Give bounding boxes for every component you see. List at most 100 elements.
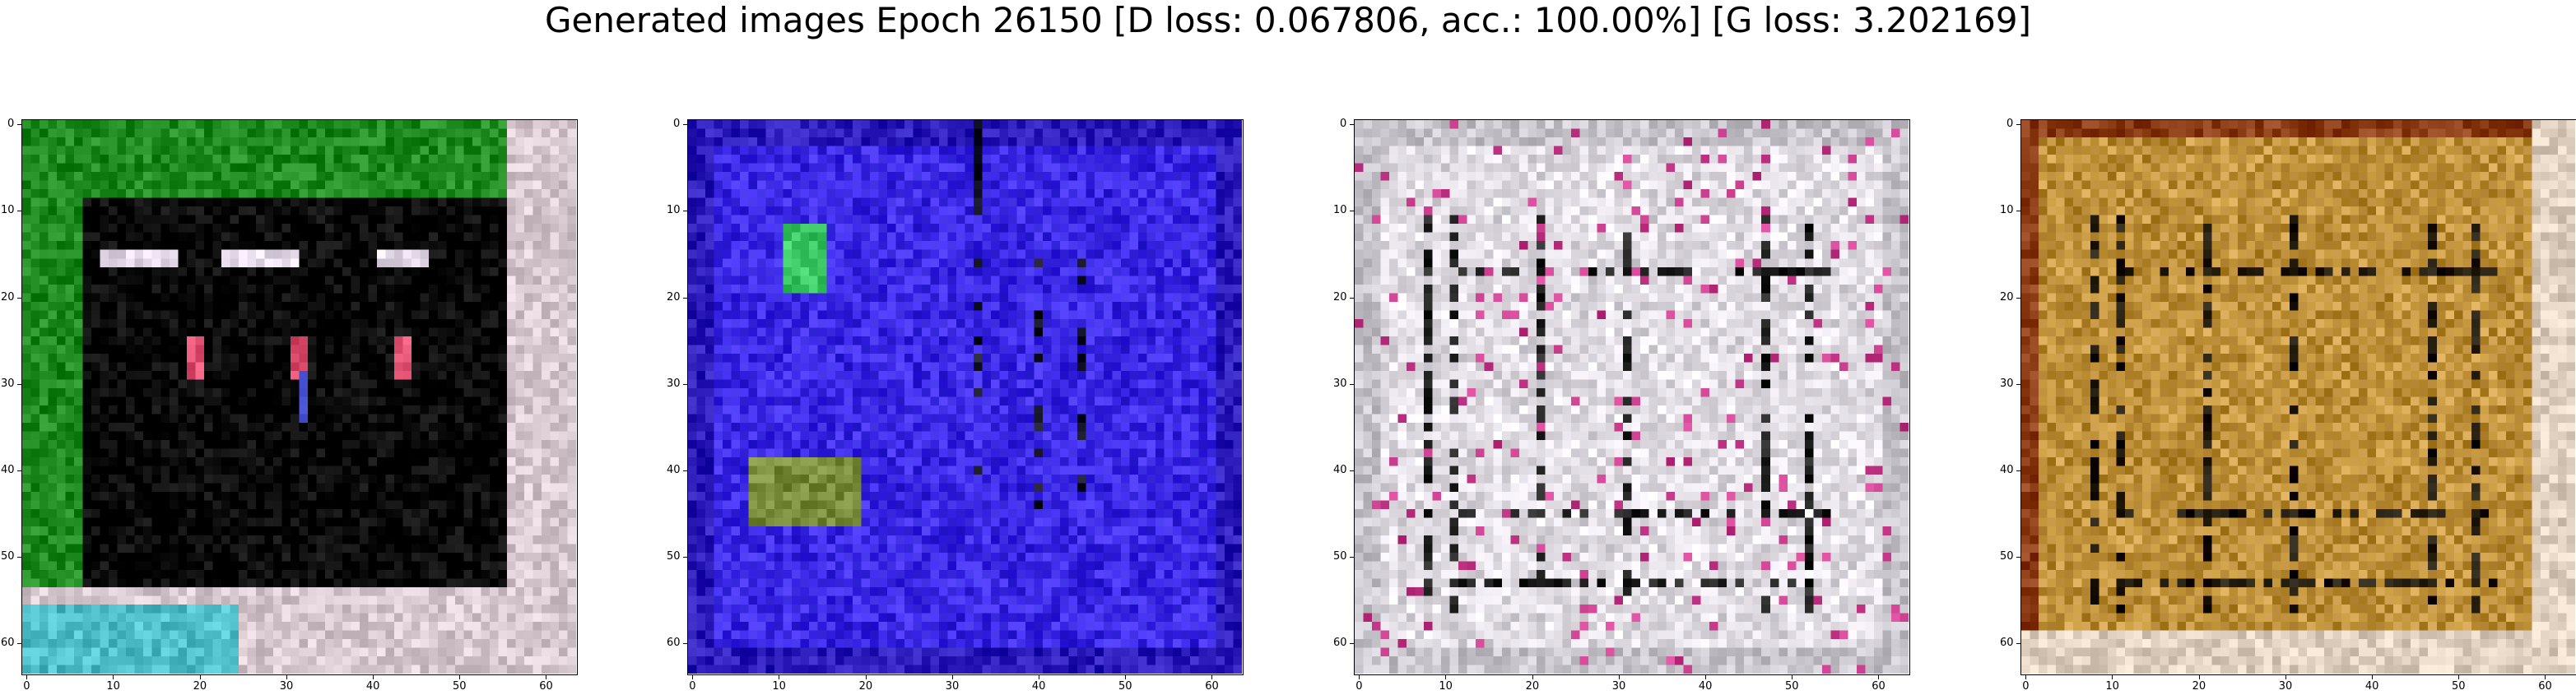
y-tick-label: 20 bbox=[1333, 290, 1347, 303]
x-tick-label: 50 bbox=[453, 680, 467, 693]
y-tick-mark bbox=[17, 297, 22, 299]
x-tick-label: 30 bbox=[1611, 680, 1626, 693]
x-tick-mark bbox=[2112, 674, 2113, 679]
y-tick-label: 40 bbox=[667, 463, 681, 476]
y-tick-label: 0 bbox=[673, 118, 681, 131]
figure-title: Generated images Epoch 26150 [D loss: 0.… bbox=[544, 0, 2032, 40]
y-tick-label: 40 bbox=[1, 463, 15, 476]
y-tick-label: 30 bbox=[667, 377, 681, 390]
x-tick-label: 50 bbox=[2452, 680, 2466, 693]
x-tick-label: 60 bbox=[1205, 680, 1219, 693]
x-tick-mark bbox=[459, 674, 461, 679]
x-tick-label: 30 bbox=[279, 680, 294, 693]
x-tick-label: 20 bbox=[858, 680, 873, 693]
y-tick-label: 60 bbox=[667, 637, 681, 650]
y-tick-mark bbox=[2016, 124, 2021, 126]
y-tick-label: 60 bbox=[2000, 637, 2014, 650]
y-tick-mark bbox=[683, 297, 688, 299]
x-tick-label: 10 bbox=[106, 680, 120, 693]
x-tick-label: 0 bbox=[23, 680, 30, 693]
x-tick-label: 50 bbox=[1118, 680, 1132, 693]
x-tick-mark bbox=[1445, 674, 1447, 679]
x-tick-mark bbox=[286, 674, 287, 679]
y-tick-mark bbox=[1350, 297, 1355, 299]
x-tick-label: 10 bbox=[772, 680, 786, 693]
x-tick-label: 10 bbox=[1439, 680, 1453, 693]
y-tick-mark bbox=[683, 383, 688, 385]
generated-image-panel: 0 10 20 30 40 50 60 0 10 20 30 40 50 60 bbox=[2000, 118, 2576, 692]
x-tick-label: 60 bbox=[1872, 680, 1886, 693]
x-tick-label: 60 bbox=[2538, 680, 2552, 693]
y-tick-label: 60 bbox=[1, 637, 15, 650]
generated-image bbox=[1355, 120, 1909, 674]
generated-image-panel: 0 10 20 30 40 50 60 0 10 20 30 40 50 60 bbox=[1333, 118, 1910, 692]
generated-image-panel: 0 10 20 30 40 50 60 0 10 20 30 40 50 60 bbox=[667, 118, 1244, 692]
x-tick-mark bbox=[2025, 674, 2027, 679]
y-tick-label: 0 bbox=[2006, 118, 2014, 131]
y-tick-label: 10 bbox=[667, 204, 681, 217]
x-tick-mark bbox=[1878, 674, 1880, 679]
y-tick-label: 20 bbox=[2000, 290, 2014, 303]
y-tick-mark bbox=[2016, 470, 2021, 471]
generated-image bbox=[688, 120, 1242, 674]
y-tick-mark bbox=[1350, 470, 1355, 471]
x-tick-label: 20 bbox=[1525, 680, 1540, 693]
x-tick-label: 0 bbox=[2022, 680, 2030, 693]
x-tick-mark bbox=[2198, 674, 2200, 679]
y-tick-mark bbox=[1350, 557, 1355, 558]
x-tick-label: 30 bbox=[945, 680, 960, 693]
x-tick-mark bbox=[692, 674, 694, 679]
x-tick-label: 0 bbox=[689, 680, 696, 693]
y-tick-label: 40 bbox=[2000, 463, 2014, 476]
x-tick-mark bbox=[2458, 674, 2460, 679]
y-tick-label: 0 bbox=[7, 118, 15, 131]
y-tick-label: 30 bbox=[1, 377, 15, 390]
x-tick-mark bbox=[372, 674, 374, 679]
y-tick-label: 20 bbox=[667, 290, 681, 303]
x-tick-label: 10 bbox=[2105, 680, 2119, 693]
y-tick-mark bbox=[2016, 557, 2021, 558]
x-tick-label: 30 bbox=[2278, 680, 2293, 693]
y-tick-label: 50 bbox=[2000, 550, 2014, 563]
x-tick-mark bbox=[1704, 674, 1706, 679]
x-tick-label: 50 bbox=[1785, 680, 1799, 693]
x-tick-mark bbox=[951, 674, 953, 679]
x-tick-label: 40 bbox=[1698, 680, 1713, 693]
x-tick-label: 0 bbox=[1355, 680, 1363, 693]
x-tick-mark bbox=[26, 674, 28, 679]
y-tick-label: 20 bbox=[1, 290, 15, 303]
y-tick-label: 10 bbox=[1, 204, 15, 217]
generated-image-panel: 0 10 20 30 40 50 60 0 10 20 30 40 50 60 bbox=[1, 118, 578, 692]
x-tick-label: 40 bbox=[365, 680, 380, 693]
x-tick-mark bbox=[2285, 674, 2286, 679]
x-tick-mark bbox=[1211, 674, 1213, 679]
x-tick-mark bbox=[1532, 674, 1533, 679]
x-tick-label: 60 bbox=[539, 680, 553, 693]
y-tick-label: 10 bbox=[1333, 204, 1347, 217]
y-tick-mark bbox=[2016, 643, 2021, 645]
y-tick-mark bbox=[1350, 643, 1355, 645]
y-tick-mark bbox=[17, 470, 22, 471]
y-tick-label: 60 bbox=[1333, 637, 1347, 650]
y-tick-label: 10 bbox=[2000, 204, 2014, 217]
x-tick-mark bbox=[113, 674, 114, 679]
y-tick-label: 0 bbox=[1340, 118, 1347, 131]
y-tick-label: 50 bbox=[1333, 550, 1347, 563]
y-tick-mark bbox=[683, 124, 688, 126]
x-tick-label: 40 bbox=[2364, 680, 2379, 693]
x-tick-mark bbox=[1359, 674, 1360, 679]
x-tick-mark bbox=[199, 674, 201, 679]
y-tick-mark bbox=[17, 643, 22, 645]
x-tick-mark bbox=[865, 674, 867, 679]
y-tick-mark bbox=[683, 470, 688, 471]
y-tick-mark bbox=[1350, 124, 1355, 126]
y-tick-mark bbox=[17, 124, 22, 126]
x-tick-mark bbox=[1125, 674, 1127, 679]
x-tick-label: 40 bbox=[1031, 680, 1046, 693]
y-tick-label: 50 bbox=[1, 550, 15, 563]
x-tick-mark bbox=[1792, 674, 1793, 679]
generated-image bbox=[22, 120, 576, 674]
y-tick-mark bbox=[683, 557, 688, 558]
y-tick-mark bbox=[17, 383, 22, 385]
generated-image bbox=[2021, 120, 2575, 674]
